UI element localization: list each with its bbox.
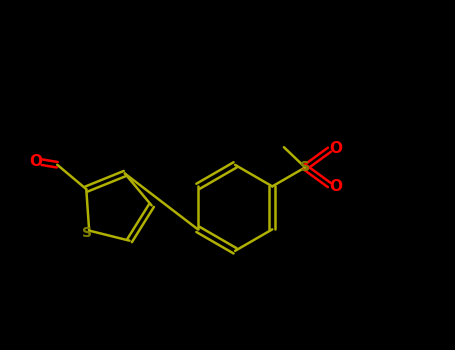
Text: O: O — [29, 154, 42, 169]
Text: O: O — [329, 179, 343, 194]
Text: S: S — [81, 226, 91, 240]
Text: S: S — [300, 160, 310, 174]
Text: O: O — [329, 141, 343, 156]
